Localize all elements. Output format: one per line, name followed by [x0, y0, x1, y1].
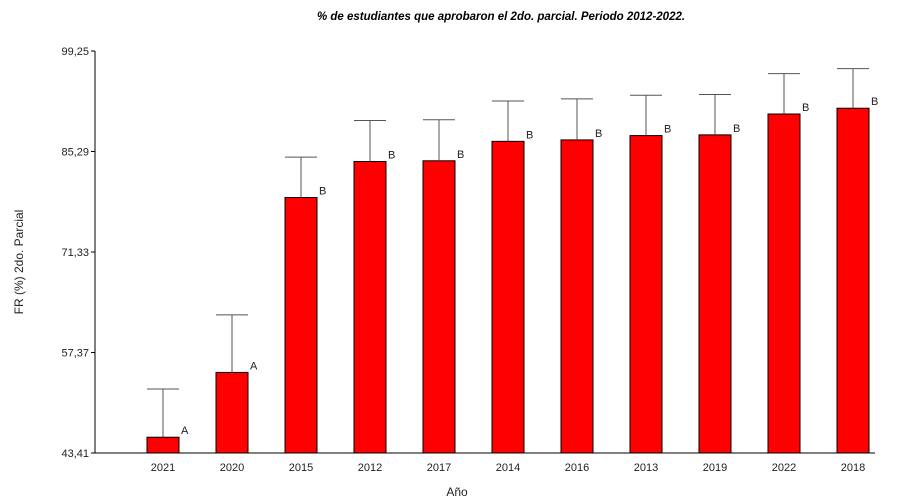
x-tick-label: 2014: [496, 462, 520, 474]
axes: 43,41 57,37 71,33 85,29 99,25: [61, 46, 875, 460]
significance-letter: B: [526, 129, 533, 141]
bar: [215, 371, 249, 454]
significance-letter: B: [871, 96, 878, 108]
significance-letter: B: [664, 124, 671, 136]
significance-letter: A: [250, 360, 258, 372]
y-tick-label: 57,37: [61, 348, 89, 360]
chart-title: % de estudiantes que aprobaron el 2do. p…: [316, 11, 686, 23]
x-tick-label: 2016: [565, 462, 589, 474]
bar: [698, 134, 732, 454]
bar: [146, 436, 180, 454]
bars: A 2021 A 2020 B 2015 B 2012 B 2017 B 2014 B 2016 B 2013…: [146, 68, 878, 474]
significance-letter: B: [595, 128, 602, 140]
x-axis-label: Año: [446, 485, 468, 499]
y-tick-label: 71,33: [61, 247, 89, 259]
x-tick-label: 2015: [289, 462, 313, 474]
x-tick-label: 2017: [427, 462, 451, 474]
x-tick-label: 2021: [151, 462, 175, 474]
significance-letter: B: [802, 102, 809, 114]
y-axis-label: FR (%) 2do. Parcial: [12, 209, 26, 315]
y-tick-label: 85,29: [61, 147, 89, 159]
x-tick-label: 2022: [772, 462, 796, 474]
bar: [422, 160, 456, 454]
y-tick-label: 43,41: [61, 448, 89, 460]
significance-letter: B: [733, 123, 740, 135]
bar: [629, 135, 663, 454]
x-tick-label: 2018: [841, 462, 865, 474]
significance-letter: A: [181, 425, 189, 437]
x-tick-label: 2012: [358, 462, 382, 474]
bar: [491, 140, 525, 454]
bar: [767, 113, 801, 454]
bar: [560, 139, 594, 454]
significance-letter: B: [457, 149, 464, 161]
x-tick-label: 2019: [703, 462, 727, 474]
y-tick-label: 99,25: [61, 46, 89, 58]
bar: [353, 161, 387, 454]
bar: [836, 107, 870, 454]
significance-letter: B: [388, 150, 395, 162]
bar: [284, 197, 318, 454]
significance-letter: B: [319, 186, 326, 198]
x-tick-label: 2013: [634, 462, 658, 474]
x-tick-label: 2020: [220, 462, 244, 474]
